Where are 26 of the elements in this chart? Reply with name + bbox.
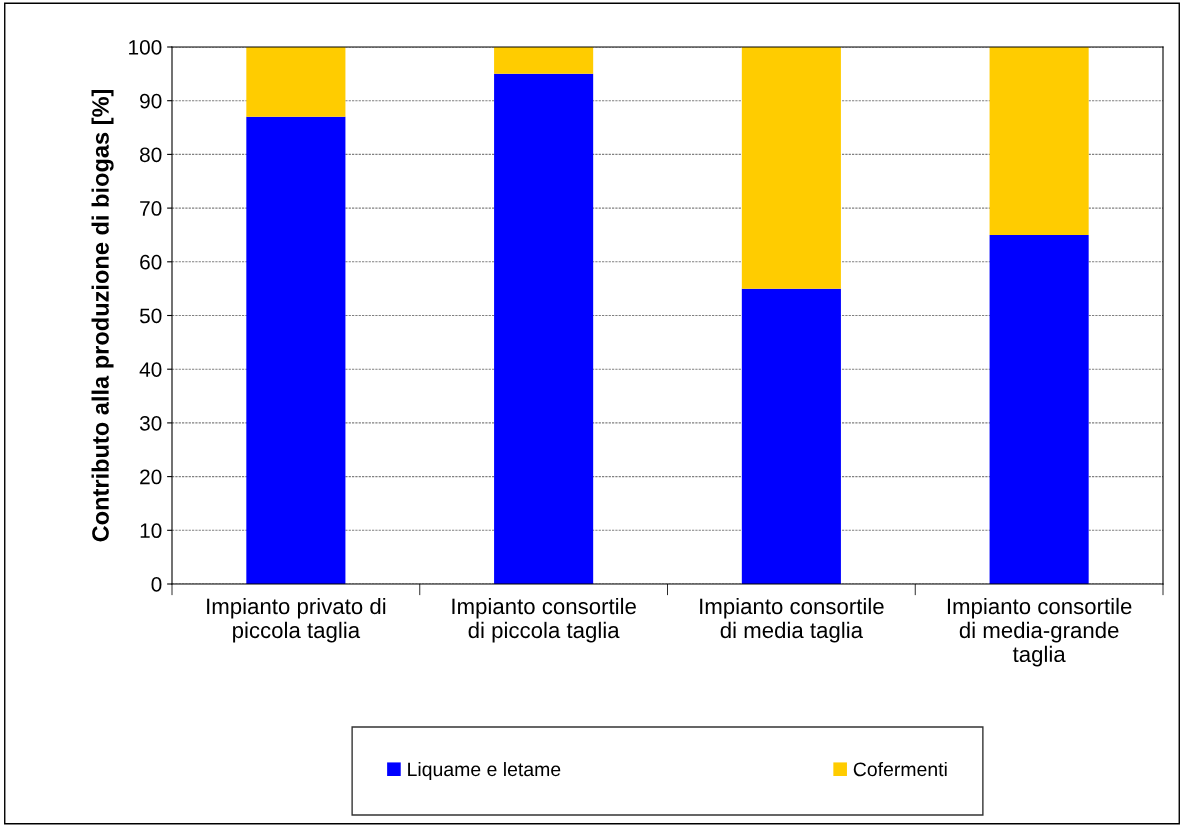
y-tick-label: 100	[129, 40, 162, 55]
bar	[494, 73, 594, 584]
bar	[246, 47, 346, 117]
bar	[741, 47, 841, 289]
y-tick-label: 20	[140, 469, 162, 485]
y-tick-label: 30	[139, 415, 162, 431]
y-tick-label: 60	[140, 254, 162, 270]
x-tick-label: Impianto consortile di media-grande taglia	[947, 597, 1132, 667]
bar	[741, 288, 841, 584]
y-tick-label: 0	[151, 577, 162, 592]
bar	[246, 116, 346, 584]
x-tick-label: Impianto consortile di piccola taglia	[452, 597, 636, 643]
legend-label: Cofermenti	[853, 761, 947, 777]
y-tick-label: 70	[140, 201, 162, 216]
y-tick-label: 80	[140, 147, 162, 163]
y-tick-label: 10	[140, 523, 162, 539]
x-tick-label: Impianto consortile di media taglia	[700, 597, 884, 643]
bar	[989, 234, 1089, 584]
y-tick-label: 90	[140, 93, 162, 109]
y-tick-label: 50	[139, 308, 162, 324]
bar	[494, 47, 594, 74]
bar	[989, 47, 1089, 235]
y-tick-label: 40	[139, 362, 162, 377]
y-axis-title: Contributo alla produzione di biogas [%]	[91, 89, 114, 542]
legend-label: Liquame e letame	[408, 761, 561, 781]
x-tick-label: Impianto privato di piccola taglia	[207, 597, 386, 643]
